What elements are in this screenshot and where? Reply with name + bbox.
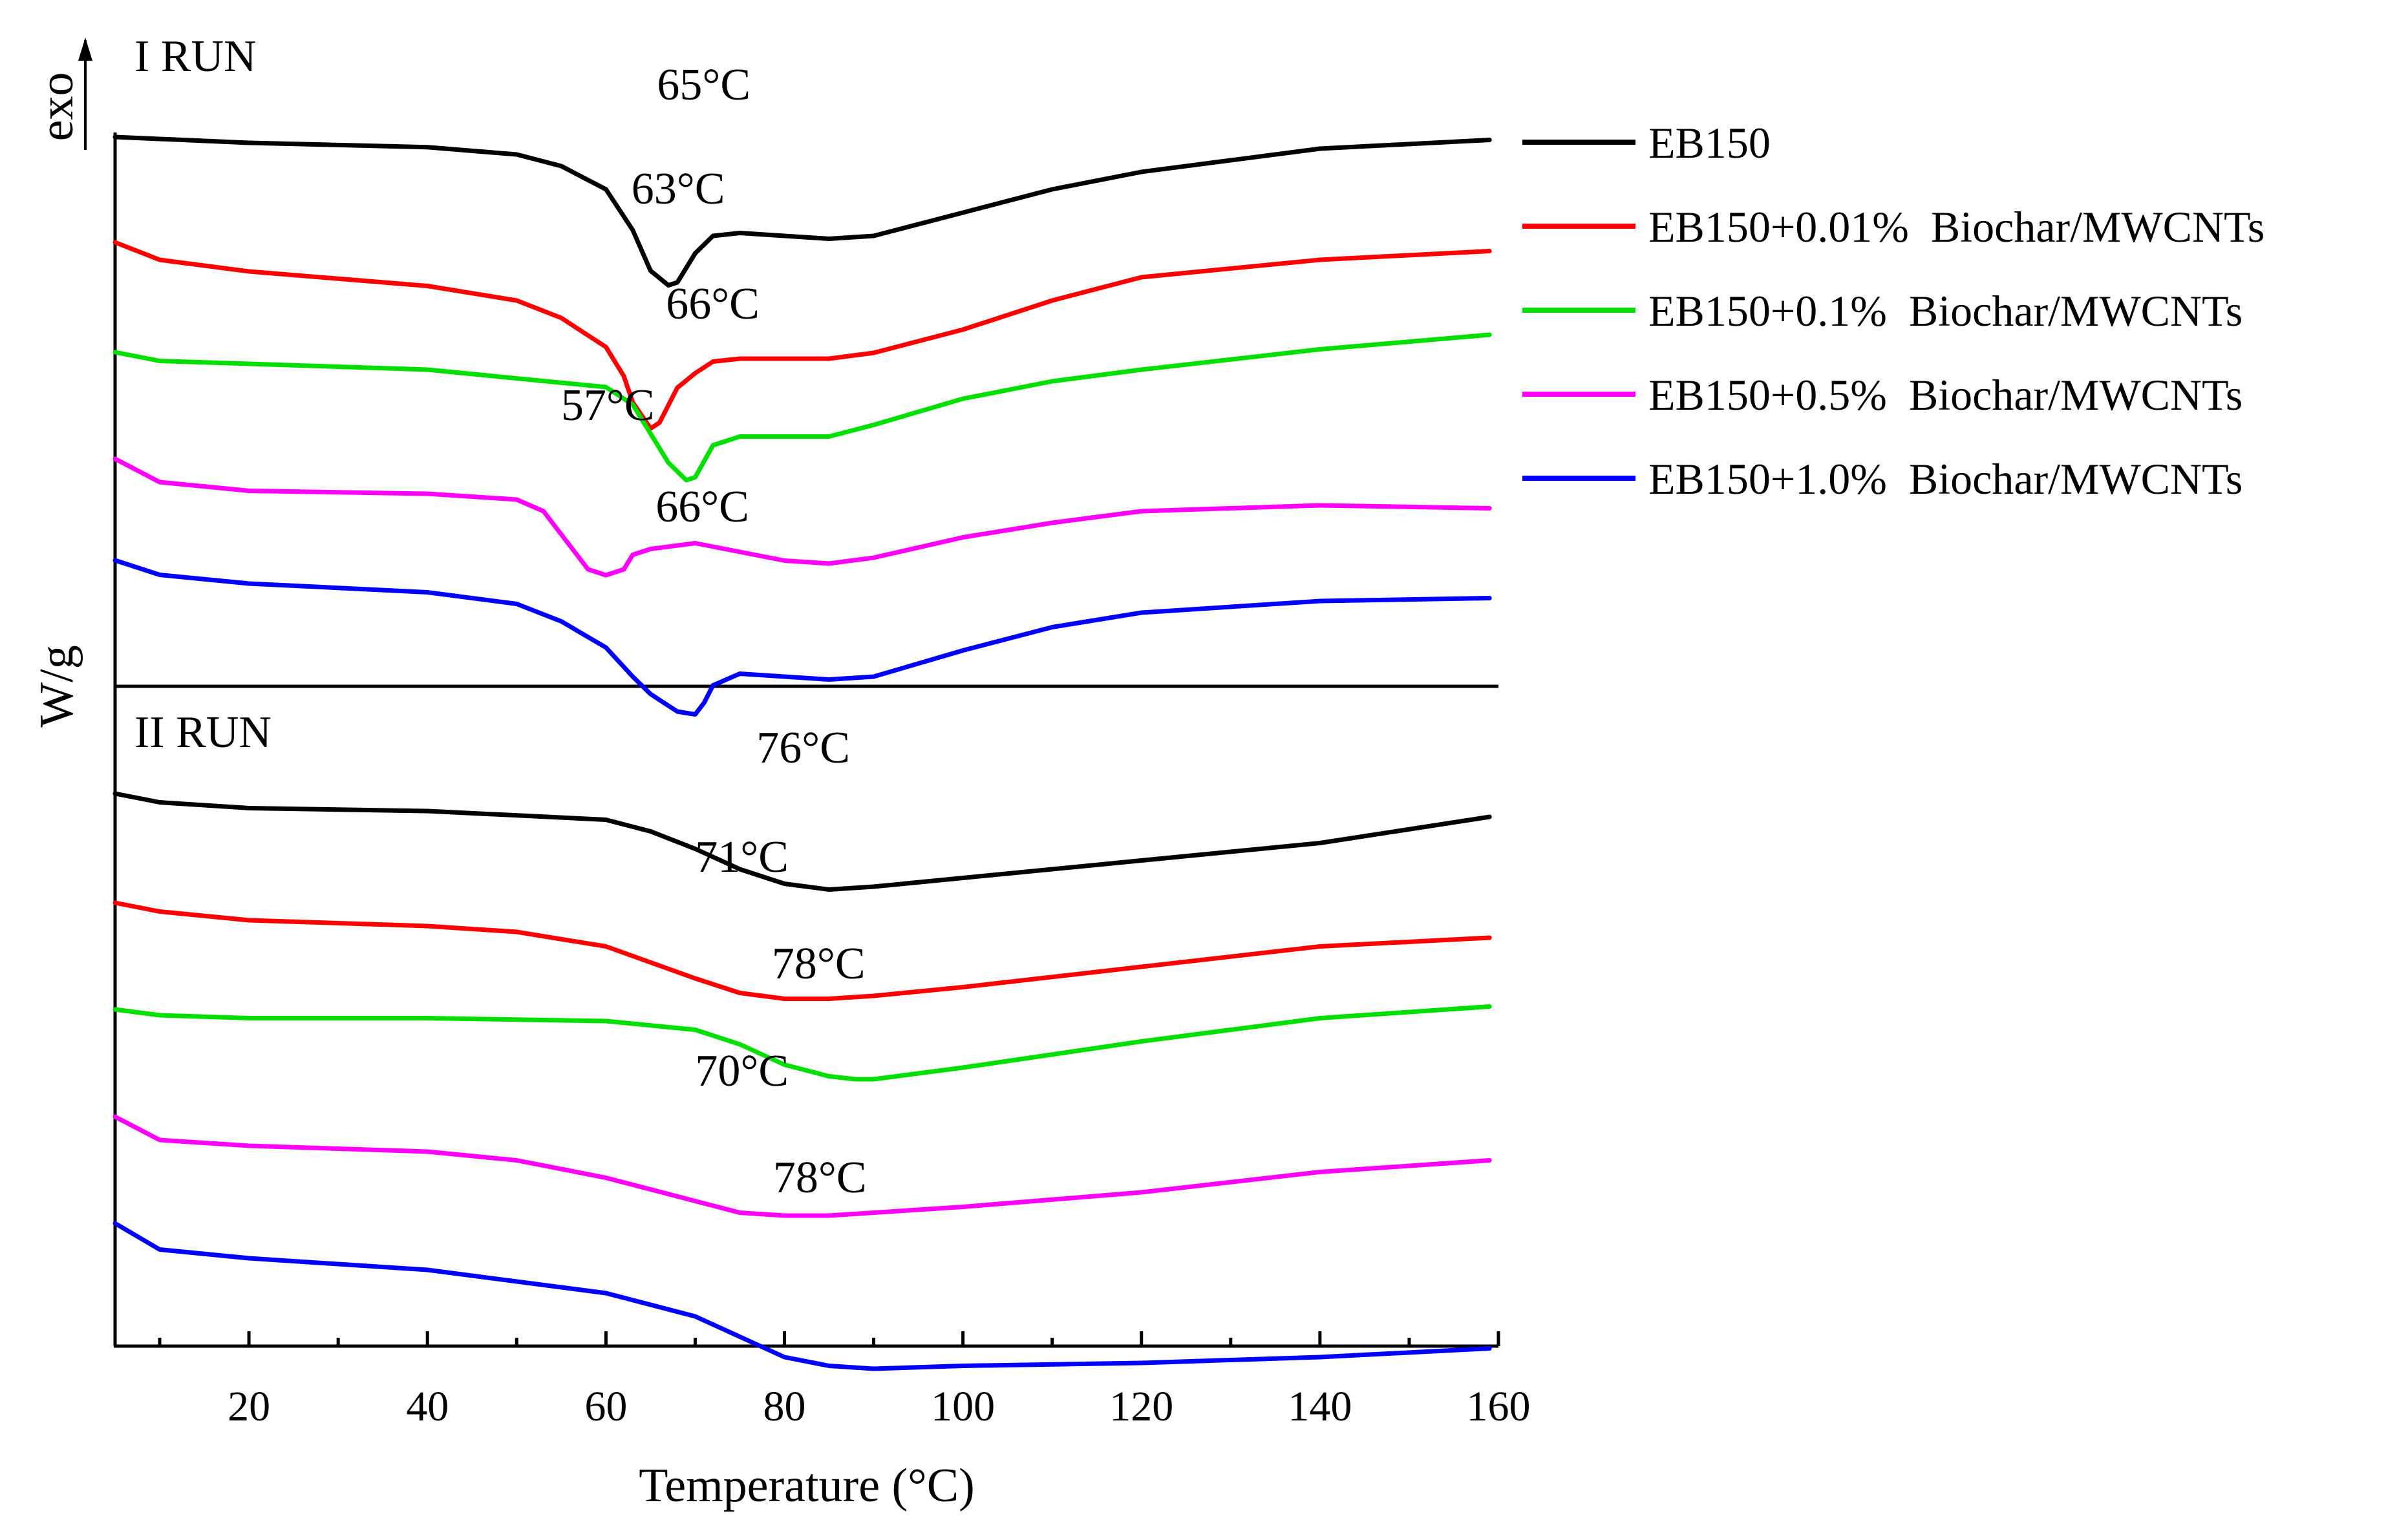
peak-label-run1-3: 66°C [666,279,760,329]
x-tick-label: 60 [584,1383,627,1430]
x-ticks: 20 40 60 80 100 120 140 160 [158,1331,1531,1430]
curve-run1-4 [112,456,1492,578]
x-tick-label: 80 [763,1383,805,1430]
exo-indicator: exo [30,37,92,150]
legend: EB150 EB150+0.01% Biochar/MWCNTs EB150+0.1… [1522,118,2264,503]
peak-label-run2-5: 78°C [773,1153,867,1203]
x-axis-title: Temperature (°C) [639,1459,975,1512]
y-axis-title: W/g [30,645,83,727]
peak-labels: 65°C 63°C 66°C 57°C 66°C 76°C 71°C 78°C 70°C 78°C [561,60,867,1203]
peak-label-run1-5: 66°C [655,482,749,532]
curve-run2-1 [112,791,1492,892]
axes: 20 40 60 80 100 120 140 160 [113,132,1531,1430]
legend-label-3: EB150+0.1% Biochar/MWCNTs [1648,286,2242,335]
x-tick-label: 40 [406,1383,449,1430]
curve-run1-1 [112,134,1492,288]
run-2-label: II RUN [134,708,272,757]
curve-run1-5 [112,558,1492,717]
curve-run2-3 [112,1004,1492,1082]
peak-label-run2-3: 78°C [772,939,866,989]
peak-label-run1-2: 63°C [632,164,725,214]
x-tick-label: 100 [931,1383,995,1430]
peak-label-run2-1: 76°C [756,723,850,773]
peak-label-run2-2: 71°C [695,832,789,882]
exo-label: exo [30,72,83,142]
x-tick-label: 120 [1109,1383,1173,1430]
legend-label-5: EB150+1.0% Biochar/MWCNTs [1648,454,2242,503]
legend-label-1: EB150 [1648,118,1771,167]
curve-run2-5 [112,1221,1492,1371]
peak-label-run1-1: 65°C [657,60,751,110]
curves [112,134,1492,1371]
x-tick-label: 160 [1467,1383,1531,1430]
legend-label-4: EB150+0.5% Biochar/MWCNTs [1648,370,2242,419]
curve-run2-4 [112,1114,1492,1218]
run-1-label: I RUN [134,32,257,81]
curve-run2-2 [112,900,1492,1001]
x-tick-label: 140 [1288,1383,1352,1430]
peak-label-run1-4: 57°C [561,381,655,430]
curve-run1-2 [112,240,1492,431]
exo-arrow-head [78,37,92,61]
legend-label-2: EB150+0.01% Biochar/MWCNTs [1648,202,2264,251]
peak-label-run2-4: 70°C [695,1046,789,1096]
curve-run1-3 [112,332,1492,483]
x-tick-label: 20 [228,1383,270,1430]
